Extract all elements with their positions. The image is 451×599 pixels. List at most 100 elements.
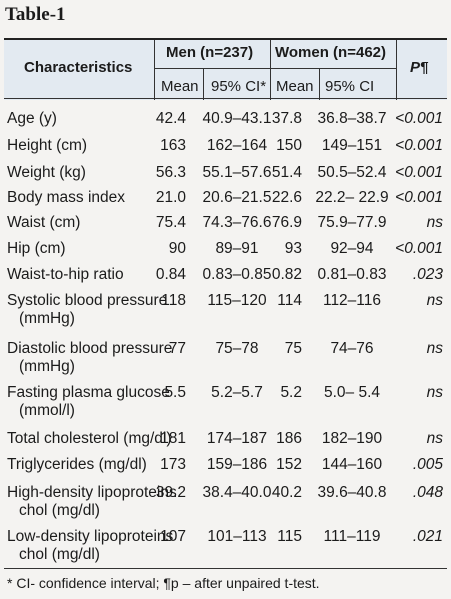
row-label: Total cholesterol (mg/dl) [7,430,172,448]
women-mean-cell: 40.2 [271,484,302,501]
men-mean-cell: 77 [168,340,186,357]
header-women-mean: Mean [276,78,314,95]
men-mean-cell: 75.4 [155,214,186,231]
men-ci-cell: 40.9–43.1 [202,110,272,127]
row-label: Hip (cm) [7,240,66,258]
p-value-cell: ns [426,384,443,401]
row-label-line1: High-density lipoproteins [7,484,177,501]
women-mean-cell: 37.8 [271,110,302,127]
row-label: Diastolic blood pressure (mmHg) [7,340,172,376]
row-label-line2: (mmHg) [19,310,75,327]
row-label-line1: Body mass index [7,189,126,206]
row-label: Height (cm) [7,137,87,155]
p-value-cell: <0.001 [395,137,443,154]
row-label-line1: Diastolic blood pressure [7,340,173,357]
women-mean-cell: 114 [277,292,302,309]
men-mean-cell: 5.5 [164,384,186,401]
men-ci-cell: 159–186 [206,456,268,473]
men-mean-cell: 181 [160,430,186,447]
p-value-cell: .023 [412,266,443,283]
p-value-cell: <0.001 [395,164,443,181]
men-ci-cell: 38.4–40.0 [202,484,272,501]
row-label: Low-density lipoproteins chol (mg/dl) [7,528,173,564]
men-ci-cell: 162–164 [206,137,268,154]
column-divider [154,40,155,100]
men-mean-cell: 173 [160,456,186,473]
row-label-line1: Height (cm) [7,137,88,154]
column-divider [270,40,271,100]
row-label-line2: (mmHg) [19,358,75,375]
men-mean-cell: 107 [160,528,186,545]
men-ci-cell: 5.2–5.7 [211,384,263,401]
women-ci-cell: 182–190 [321,430,383,447]
women-mean-cell: 115 [277,528,302,545]
row-label: High-density lipoproteins chol (mg/dl) [7,484,177,520]
men-ci-cell: 115–120 [207,292,267,309]
table-bottom-rule [4,568,447,569]
row-label: Fasting plasma glucose (mmol/l) [7,384,170,420]
row-label: Systolic blood pressure (mmHg) [7,292,167,328]
header-women-ci: 95% CI [325,78,375,95]
women-mean-cell: 0.82 [271,266,302,283]
row-label: Waist-to-hip ratio [7,266,124,284]
row-label: Waist (cm) [7,214,80,232]
women-ci-cell: 75.9–77.9 [317,214,387,231]
row-label: Age (y) [7,110,57,128]
header-men-ci: 95% CI* [211,78,267,95]
women-mean-cell: 76.9 [271,214,302,231]
row-label-line1: Age (y) [7,110,57,127]
women-mean-cell: 51.4 [271,164,302,181]
men-ci-cell: 89–91 [215,240,259,257]
men-ci-cell: 0.83–0.85 [202,266,272,283]
column-divider [203,69,204,100]
women-ci-cell: 74–76 [330,340,374,357]
women-ci-cell: 50.5–52.4 [317,164,387,181]
men-mean-cell: 0.84 [155,266,186,283]
p-value-cell: ns [426,430,443,447]
women-ci-cell: 111–119 [323,528,381,545]
women-ci-cell: 39.6–40.8 [317,484,387,501]
men-mean-cell: 42.4 [155,110,186,127]
women-ci-cell: 92–94 [330,240,374,257]
women-ci-cell: 0.81–0.83 [317,266,387,283]
column-divider [319,69,320,100]
row-label-line1: Weight (kg) [7,164,86,181]
row-label: Body mass index [7,189,125,207]
row-label-line1: Hip (cm) [7,240,66,257]
row-label-line2: (mmol/l) [19,402,75,419]
header-characteristics: Characteristics [24,59,133,76]
women-ci-cell: 5.0– 5.4 [323,384,381,401]
p-value-cell: <0.001 [395,240,443,257]
men-mean-cell: 163 [160,137,186,154]
women-ci-cell: 36.8–38.7 [317,110,387,127]
row-label: Weight (kg) [7,164,86,182]
men-mean-cell: 56.3 [155,164,186,181]
header-divider [154,68,396,69]
row-label-line1: Total cholesterol (mg/dl) [7,430,172,447]
table-header: Characteristics Men (n=237) Women (n=462… [4,38,447,100]
men-ci-cell: 174–187 [206,430,268,447]
header-men: Men (n=237) [166,44,254,61]
women-mean-cell: 93 [284,240,302,257]
women-mean-cell: 186 [276,430,302,447]
header-women: Women (n=462) [275,44,386,61]
men-ci-cell: 75–78 [215,340,259,357]
men-ci-cell: 101–113 [207,528,267,545]
men-ci-cell: 55.1–57.6 [202,164,272,181]
header-p-value: P¶ [410,59,429,76]
men-ci-cell: 74.3–76.6 [202,214,272,231]
men-mean-cell: 39.2 [155,484,186,501]
women-mean-cell: 22.6 [271,189,302,206]
row-label: Triglycerides (mg/dl) [7,456,147,474]
row-label-line1: Low-density lipoproteins [7,528,174,545]
p-value-cell: .048 [412,484,443,501]
header-bottom-rule [4,98,447,99]
women-ci-cell: 149–151 [321,137,383,154]
p-value-cell: ns [426,340,443,357]
men-mean-cell: 90 [168,240,186,257]
p-value-cell: .021 [412,528,443,545]
row-label-line1: Triglycerides (mg/dl) [7,456,147,473]
women-mean-cell: 152 [276,456,302,473]
women-mean-cell: 75 [284,340,302,357]
p-value-cell: ns [426,214,443,231]
